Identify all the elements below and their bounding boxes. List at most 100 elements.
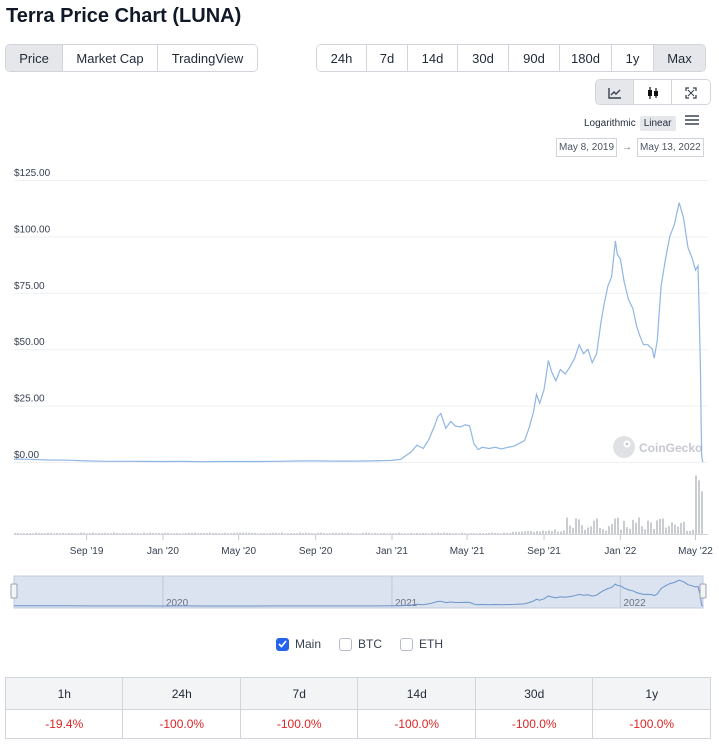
- legend-eth[interactable]: ETH: [400, 637, 443, 651]
- volume-bar: [386, 533, 388, 534]
- line-chart-button[interactable]: [596, 80, 634, 104]
- volume-bar: [410, 532, 412, 534]
- volume-bar: [635, 522, 637, 534]
- volume-bar: [227, 533, 229, 534]
- header-30d: 30d: [474, 677, 594, 710]
- range-tabs: 24h 7d 14d 30d 90d 180d 1y Max: [316, 44, 706, 72]
- volume-bar: [335, 532, 337, 534]
- volume-bar: [86, 533, 88, 534]
- navigator-year-label: 2021: [395, 598, 418, 609]
- volume-bar: [284, 533, 286, 534]
- value-24h: -100.0%: [122, 709, 241, 739]
- volume-bar: [98, 533, 100, 534]
- range-90d-button[interactable]: 90d: [509, 45, 560, 71]
- price-chart[interactable]: $125.00 $100.00 $75.00 $50.00 $25.00 $0.00 Co…: [0, 165, 719, 615]
- volume-bar: [665, 527, 667, 534]
- volume-bar: [461, 532, 463, 534]
- volume-bar: [161, 533, 163, 534]
- volume-bar: [71, 533, 73, 534]
- legend-main[interactable]: Main: [275, 637, 321, 651]
- volume-bar: [146, 533, 148, 534]
- volume-bar: [578, 519, 580, 534]
- volume-bar: [356, 533, 358, 534]
- volume-bar: [593, 520, 595, 534]
- volume-bar: [479, 532, 481, 534]
- volume-bar: [557, 531, 559, 534]
- volume-bar: [611, 524, 613, 534]
- volume-bar: [689, 530, 691, 534]
- range-24h-button[interactable]: 24h: [317, 45, 367, 71]
- eth-checkbox[interactable]: [400, 637, 413, 651]
- volume-bar: [437, 532, 439, 534]
- x-tick-label: Sep '19: [70, 546, 104, 557]
- volume-bar: [275, 532, 277, 534]
- candlestick-button[interactable]: [634, 80, 672, 104]
- volume-bar: [569, 525, 571, 534]
- volume-bar: [314, 533, 316, 534]
- linear-option[interactable]: Linear: [639, 116, 676, 131]
- range-7d-button[interactable]: 7d: [367, 45, 408, 71]
- volume-bar: [512, 531, 514, 534]
- logarithmic-option[interactable]: Logarithmic: [584, 118, 636, 129]
- volume-bar: [287, 533, 289, 534]
- volume-bar: [353, 533, 355, 534]
- volume-bar: [497, 533, 499, 534]
- volume-bar: [608, 526, 610, 534]
- chart-mode-toggle: [595, 79, 711, 105]
- value-14d: -100.0%: [357, 709, 476, 739]
- volume-bar: [119, 533, 121, 534]
- range-14d-button[interactable]: 14d: [408, 45, 458, 71]
- legend-main-label: Main: [294, 637, 321, 651]
- volume-bar: [83, 532, 85, 534]
- volume-bar: [293, 533, 295, 534]
- volume-bar: [296, 533, 298, 534]
- volume-bar: [452, 533, 454, 534]
- volume-bar: [383, 533, 385, 534]
- volume-bar: [455, 533, 457, 534]
- y-tick-label: $25.00: [14, 394, 45, 405]
- volume-bar: [245, 532, 247, 534]
- date-to-input[interactable]: May 13, 2022: [637, 138, 704, 157]
- volume-bar: [149, 532, 151, 534]
- tab-tradingview[interactable]: TradingView: [158, 45, 257, 71]
- volume-bar: [467, 533, 469, 534]
- volume-bar: [581, 525, 583, 534]
- volume-bar: [47, 532, 49, 534]
- volume-bar: [656, 520, 658, 534]
- volume-bar: [173, 533, 175, 534]
- volume-bar: [197, 533, 199, 534]
- tab-market-cap[interactable]: Market Cap: [63, 45, 158, 71]
- volume-bar: [662, 518, 664, 534]
- volume-bar: [329, 533, 331, 534]
- fullscreen-button[interactable]: [672, 80, 710, 104]
- volume-bar: [530, 531, 532, 534]
- main-checkbox[interactable]: [275, 637, 289, 651]
- date-from-input[interactable]: May 8, 2019: [556, 138, 618, 157]
- volume-bar: [509, 533, 511, 534]
- value-1h: -19.4%: [4, 709, 124, 739]
- volume-bar: [395, 533, 397, 534]
- hamburger-menu-icon[interactable]: [685, 115, 699, 127]
- legend-btc[interactable]: BTC: [339, 637, 382, 651]
- volume-bar: [62, 532, 64, 534]
- volume-bar: [476, 533, 478, 534]
- tab-price[interactable]: Price: [6, 45, 63, 71]
- range-max-button[interactable]: Max: [654, 45, 705, 71]
- range-30d-button[interactable]: 30d: [458, 45, 509, 71]
- volume-bar: [650, 522, 652, 534]
- volume-bar: [101, 532, 103, 534]
- range-navigator[interactable]: 2020 2021 2022: [10, 575, 707, 609]
- btc-checkbox[interactable]: [339, 637, 352, 651]
- volume-bar: [266, 533, 268, 534]
- volume-bar: [653, 529, 655, 534]
- volume-bar: [152, 533, 154, 534]
- volume-bar: [59, 533, 61, 534]
- volume-bar: [116, 533, 118, 534]
- volume-bar: [554, 529, 556, 534]
- performance-table: 1h 24h 7d 14d 30d 1y -19.4% -100.0% -100…: [4, 677, 711, 739]
- volume-bar: [17, 532, 19, 534]
- volume-bar: [623, 520, 625, 534]
- range-1y-button[interactable]: 1y: [612, 45, 654, 71]
- y-tick-label: $50.00: [14, 337, 45, 348]
- range-180d-button[interactable]: 180d: [560, 45, 612, 71]
